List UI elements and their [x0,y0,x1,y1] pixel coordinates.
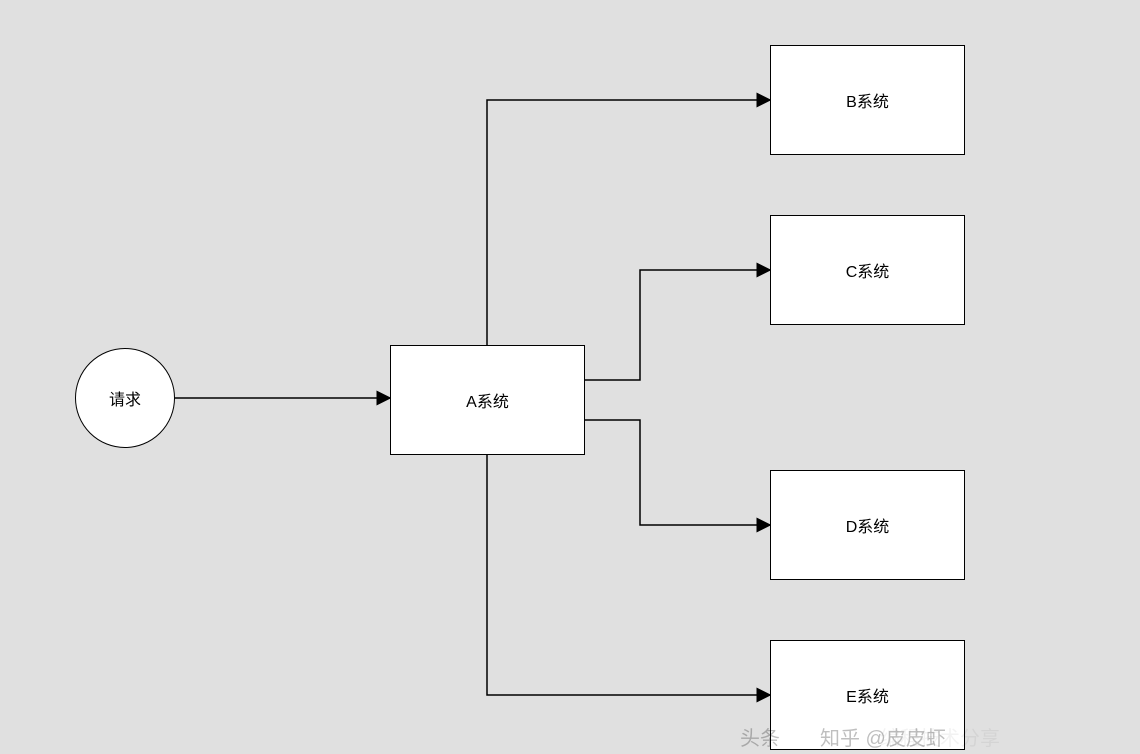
node-system-d: D系统 [770,470,965,580]
node-system-a: A系统 [390,345,585,455]
edge-system-a-system-b [487,100,770,345]
node-request-label: 请求 [109,386,141,410]
watermark-3-text: 编程技术分享 [880,728,1000,750]
watermark-1: 头条 [740,722,780,751]
watermark-1-text: 头条 [740,728,780,750]
node-system-a-label: A系统 [466,388,509,412]
node-system-b: B系统 [770,45,965,155]
node-request: 请求 [75,348,175,448]
node-system-d-label: D系统 [846,513,890,537]
node-system-c: C系统 [770,215,965,325]
watermark-3: 编程技术分享 [880,722,1000,751]
edge-system-a-system-c [585,270,770,380]
edge-system-a-system-d [585,420,770,525]
diagram-canvas: 请求 A系统 B系统 C系统 D系统 E系统 头条 知乎 @皮皮虾 编程技术分享 [0,0,1140,754]
node-system-b-label: B系统 [846,88,889,112]
node-system-e-label: E系统 [846,683,889,707]
edge-system-a-system-e [487,455,770,695]
node-system-c-label: C系统 [846,258,890,282]
